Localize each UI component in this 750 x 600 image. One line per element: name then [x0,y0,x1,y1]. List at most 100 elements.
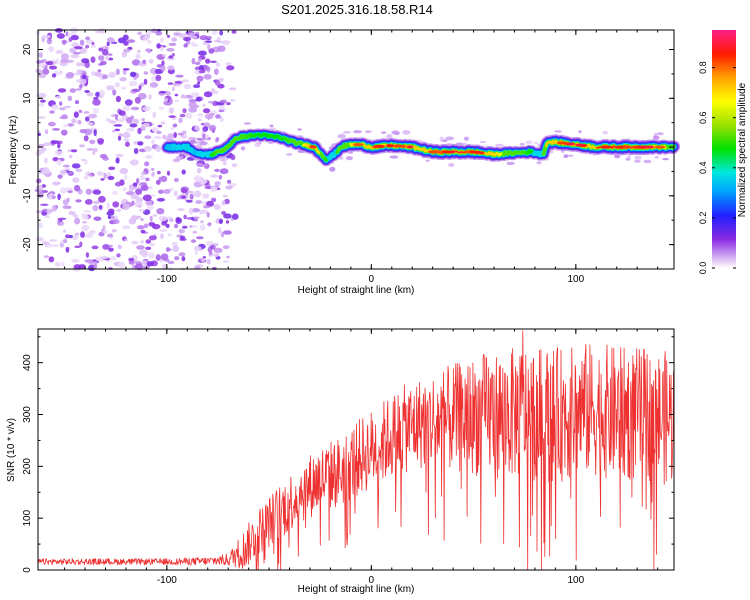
spectrogram-noise-cell [75,62,83,67]
spectrogram-noise-cell [207,101,214,104]
spectrogram-noise-cell [157,170,161,175]
spectrogram-noise-cell [106,85,115,91]
spectrogram-noise-cell [195,200,203,204]
spectrogram-noise-cell [143,78,148,85]
spectrogram-noise-cell [57,174,63,179]
spectrogram-noise-cell [115,157,120,164]
spectrogram-y-tick-label: 10 [22,92,33,104]
spectrogram-x-tick-label: 0 [369,274,375,285]
spectrogram-noise-cell [210,174,219,178]
spectrogram-noise-cell [118,133,123,137]
spectrogram-noise-cell [195,31,200,35]
colorbar-ticks: 0.0 0.2 0.4 0.6 0.8 [698,61,736,274]
spectrogram-noise-cell [44,129,49,135]
spectrogram-noise-cell [62,164,70,168]
spectrogram-noise-cell [72,235,79,241]
spectrogram-noise-cell [167,82,174,85]
spectrogram-noise-cell [85,36,91,41]
spectrogram-noise-cell [51,104,59,110]
spectrogram-noise-cell [147,48,151,54]
spectrogram-noise-cell [74,232,80,236]
spectrogram-noise-cell [199,224,206,231]
spectrogram-noise-cell [106,233,114,238]
spectrogram-noise-cell [49,110,55,114]
spectrogram-noise-cell [108,71,116,78]
spectrogram-noise-cell [123,174,128,181]
spectrogram-noise-cell [114,82,120,88]
spectrogram-y-tick-label: -20 [22,237,33,252]
spectrogram-noise-cell [214,68,219,75]
spectrogram-noise-cell [84,61,91,69]
spectrogram-noise-cell [479,141,487,143]
spectrogram-noise-cell [140,240,145,244]
spectrogram-noise-cell [231,30,237,34]
spectrogram-noise-cell [198,57,202,63]
spectrogram-noise-cell [57,193,61,201]
spectrogram-noise-cell [199,35,209,41]
spectrogram-noise-cell [138,208,146,213]
spectrogram-noise-cell [117,135,122,141]
spectrogram-noise-cell [156,43,161,49]
spectrogram-noise-cell [143,71,148,75]
spectrogram-noise-cell [213,253,220,257]
spectrogram-noise-cell [225,62,232,66]
spectrogram-noise-cell [217,45,226,52]
spectrogram-noise-cell [199,141,208,146]
spectrogram-noise-cell [286,153,293,156]
spectrogram-noise-cell [196,167,202,174]
spectrogram-noise-cell [68,210,74,216]
spectrogram-ridge-segment [316,150,321,154]
spectrogram-noise-cell [38,103,45,107]
spectrogram-noise-cell [177,208,185,211]
spectrogram-noise-cell [126,127,135,132]
spectrogram-noise-cell [65,31,69,37]
spectrogram-noise-cell [169,98,173,105]
spectrogram-hotspot [556,141,566,145]
spectrogram-noise-cell [169,187,174,191]
spectrogram-noise-cell [381,131,387,134]
spectrogram-noise-cell [134,96,141,104]
spectrogram-noise-cell [345,156,354,161]
spectrogram-noise-cell [101,49,109,56]
spectrogram-noise-cell [128,217,137,225]
spectrogram-noise-cell [163,97,168,102]
spectrogram-noise-cell [143,223,149,229]
spectrogram-noise-cell [174,80,183,84]
spectrogram-noise-cell [202,42,208,45]
spectrogram-noise-cell [188,207,194,215]
spectrogram-noise-cell [137,204,142,208]
spectrogram-noise-cell [60,53,70,60]
spectrogram-noise-cell [145,246,152,250]
spectrogram-noise-cell [55,95,62,99]
spectrogram-hotspot [473,150,483,154]
spectrogram-noise-cell [137,141,144,146]
spectrogram-noise-cell [183,214,187,220]
spectrogram-noise-cell [145,200,153,206]
spectrogram-noise-cell [506,161,515,166]
spectrogram-noise-cell [353,130,362,134]
spectrogram-noise-cell [62,124,69,127]
spectrogram-hotspot [563,141,568,145]
spectrogram-noise-cell [142,35,149,41]
spectrogram-noise-cell [160,233,164,240]
spectrogram-noise-cell [173,177,179,183]
spectrogram-noise-cell [155,145,162,152]
spectrogram-noise-cell [40,203,49,206]
spectrogram-noise-cell [128,257,135,262]
spectrogram-noise-cell [219,116,224,122]
spectrogram-noise-cell [118,110,126,116]
spectrogram-noise-cell [73,51,81,55]
spectrogram-noise-cell [85,39,94,44]
spectrogram-noise-cell [223,213,232,219]
spectrogram-noise-cell [193,84,201,89]
spectrogram-hotspot [406,145,414,149]
spectrogram-noise-cell [79,84,83,89]
spectrogram-noise-cell [52,182,59,186]
spectrogram-noise-cell [70,54,80,59]
spectrogram-noise-cell [81,224,90,232]
spectrogram-noise-cell [208,48,215,54]
colorbar-label: Normalized spectral amplitude [737,82,748,217]
spectrogram-noise-cell [102,244,110,250]
spectrogram-noise-cell [337,133,346,139]
spectrogram-noise-cell [218,175,223,180]
